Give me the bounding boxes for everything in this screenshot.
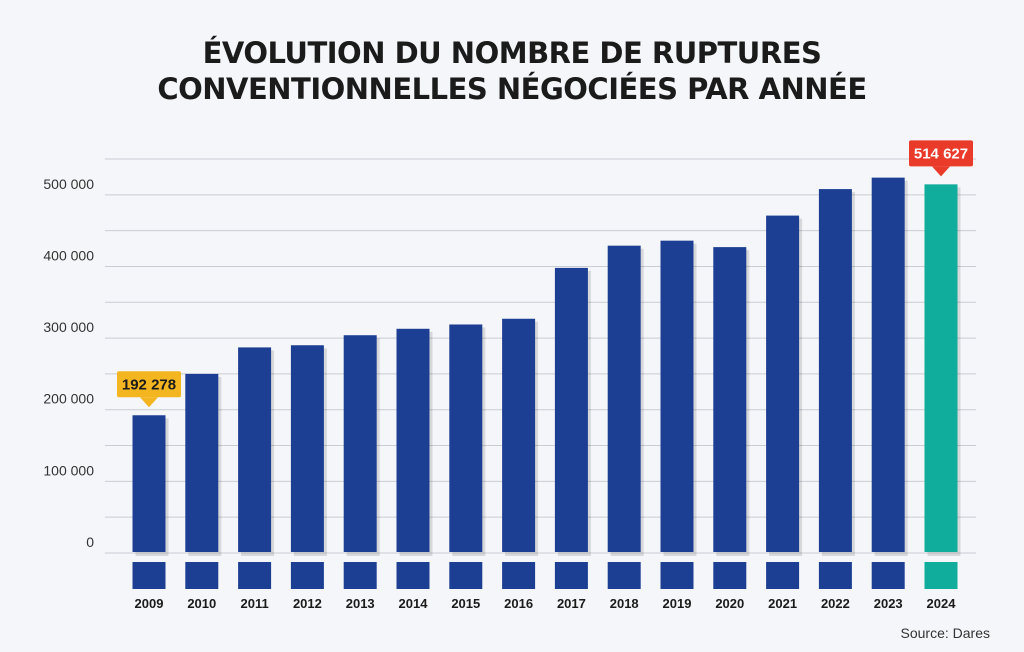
bar-2009 (132, 415, 166, 552)
y-tick-label: 300 000 (43, 319, 94, 335)
x-tick-label: 2011 (240, 596, 268, 611)
chart-title-line-1: ÉVOLUTION DU NOMBRE DE RUPTURES (202, 36, 822, 70)
bar-2013 (343, 335, 377, 552)
bar-base-2016 (502, 562, 536, 589)
bar-base-2019 (660, 562, 694, 589)
bar-2014 (396, 328, 430, 552)
bar-2016 (502, 318, 536, 552)
bar-2010 (185, 373, 219, 552)
bar-2024 (924, 184, 958, 552)
bar-base-2009 (132, 562, 166, 589)
bar-base-2011 (238, 562, 272, 589)
bar-base-2023 (871, 562, 905, 589)
bar-2015 (449, 324, 483, 552)
x-tick-label: 2010 (187, 596, 216, 611)
bar-base-2024 (924, 562, 958, 589)
y-tick-label: 200 000 (43, 391, 94, 407)
x-tick-label: 2018 (610, 596, 639, 611)
x-tick-label: 2012 (293, 596, 322, 611)
x-tick-label: 2020 (715, 596, 744, 611)
x-tick-label: 2022 (821, 596, 850, 611)
x-tick-label: 2017 (557, 596, 586, 611)
bar-base-2021 (766, 562, 800, 589)
callout-pointer-2024 (932, 166, 950, 177)
x-tick-label: 2023 (874, 596, 903, 611)
callout-box-2009 (117, 371, 181, 398)
bar-base-2014 (396, 562, 430, 589)
bar-2019 (660, 240, 694, 552)
bar-2023 (871, 177, 905, 552)
x-tick-label: 2024 (927, 596, 957, 611)
x-tick-label: 2009 (135, 596, 164, 611)
x-tick-label: 2021 (768, 596, 797, 611)
bar-2020 (713, 247, 747, 552)
bar-base-2012 (290, 562, 324, 589)
bar-base-2020 (713, 562, 747, 589)
bar-2021 (766, 215, 800, 553)
x-tick-label: 2019 (663, 596, 692, 611)
x-tick-label: 2015 (451, 596, 480, 611)
callout-pointer-2009 (140, 397, 158, 408)
bar-2022 (818, 189, 852, 552)
bar-2017 (554, 267, 588, 552)
bar-2018 (607, 245, 641, 552)
bar-base-2022 (818, 562, 852, 589)
x-tick-label: 2014 (399, 596, 429, 611)
bar-base-2010 (185, 562, 219, 589)
bar-base-2013 (343, 562, 377, 589)
chart-title-line-2: CONVENTIONNELLES NÉGOCIÉES PAR ANNÉE (157, 72, 867, 106)
x-tick-label: 2016 (504, 596, 533, 611)
y-tick-label: 400 000 (43, 247, 94, 263)
bar-base-2017 (554, 562, 588, 589)
source-note: Source: Dares (900, 625, 990, 641)
y-tick-label: 500 000 (43, 176, 94, 192)
data-label-2024: 514 627 (914, 145, 968, 162)
bar-2011 (238, 347, 272, 552)
bar-base-2018 (607, 562, 641, 589)
x-tick-label: 2013 (346, 596, 375, 611)
data-label-2009: 192 278 (122, 376, 176, 393)
y-tick-label: 0 (86, 534, 94, 550)
y-tick-label: 100 000 (43, 462, 94, 478)
bar-base-2015 (449, 562, 483, 589)
bar-2012 (290, 345, 324, 552)
callout-box-2024 (909, 140, 973, 167)
